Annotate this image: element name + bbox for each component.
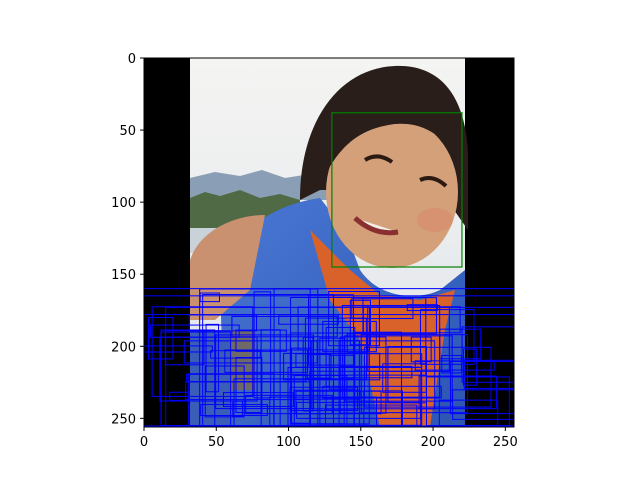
blue-bounding-box [224, 349, 309, 373]
blue-bounding-box [199, 292, 220, 303]
blue-bounding-box [147, 316, 174, 360]
photo-left-eye [363, 154, 394, 164]
blue-bounding-box [322, 385, 442, 399]
photo-arm [190, 215, 265, 320]
blue-bounding-box [441, 354, 462, 374]
blue-bounding-box [169, 391, 190, 401]
photo-right-eye [419, 176, 448, 188]
blue-bounding-box [463, 359, 514, 389]
blue-bounding-box [341, 304, 441, 398]
blue-bounding-box [346, 333, 368, 354]
blue-bounding-box [245, 394, 333, 415]
blue-bounding-box [322, 320, 377, 353]
photo-face [326, 116, 458, 268]
blue-bounding-box [463, 348, 478, 386]
green-bounding-box-group [331, 112, 463, 268]
blue-bounding-box [319, 337, 345, 425]
blue-bounding-box [235, 356, 263, 414]
photo-mouth [353, 216, 399, 236]
y-tick-label: 50 [119, 124, 136, 139]
axes-frame [143, 57, 515, 428]
blue-bounding-box [231, 315, 338, 338]
x-tick-label: 50 [208, 435, 225, 450]
photo-cheek [417, 208, 453, 232]
blue-bounding-box [362, 306, 461, 334]
blue-bounding-box [235, 329, 287, 352]
blue-bounding-box [310, 340, 436, 410]
blue-bounding-box [273, 288, 514, 427]
blue-bounding-box [344, 335, 453, 402]
blue-bounding-box [304, 317, 367, 380]
photo-lower-vest [190, 330, 230, 427]
blue-bounding-box [351, 298, 414, 320]
blue-bounding-box [414, 360, 495, 371]
x-tick-label: 0 [140, 435, 148, 450]
green-bounding-box [331, 112, 463, 268]
y-tick-label: 250 [111, 412, 136, 427]
photo-bangs [328, 92, 461, 170]
blue-bounding-box [418, 375, 497, 410]
blue-bounding-box [293, 389, 361, 400]
x-tick-label: 100 [276, 435, 301, 450]
blue-bounding-box [232, 400, 243, 417]
y-axis: 0 50 100 150 200 250 [111, 52, 144, 427]
blue-bounding-box [185, 373, 307, 383]
blue-bounding-box [410, 336, 432, 363]
y-tick-label: 150 [111, 268, 136, 283]
blue-bounding-box [387, 346, 427, 404]
photo-mountains [190, 170, 330, 200]
blue-bounding-box [308, 294, 355, 366]
blue-bounding-box [253, 291, 272, 399]
blue-bounding-box [149, 324, 240, 338]
x-tick-label: 150 [348, 435, 373, 450]
blue-bounding-box [360, 334, 469, 414]
x-tick-label: 250 [493, 435, 518, 450]
blue-bounding-box [290, 296, 427, 376]
x-axis: 0 50 100 150 200 250 [140, 427, 518, 450]
blue-bounding-box [338, 365, 413, 379]
y-tick-label: 200 [111, 340, 136, 355]
left-padding-bar [144, 58, 190, 427]
y-tick-label: 100 [111, 196, 136, 211]
blue-bounding-box [349, 299, 371, 346]
y-tick-label: 0 [128, 52, 136, 67]
blue-bounding-box-group [144, 288, 514, 427]
right-padding-bar [465, 58, 514, 427]
photo-image [144, 58, 514, 427]
x-tick-label: 200 [421, 435, 446, 450]
